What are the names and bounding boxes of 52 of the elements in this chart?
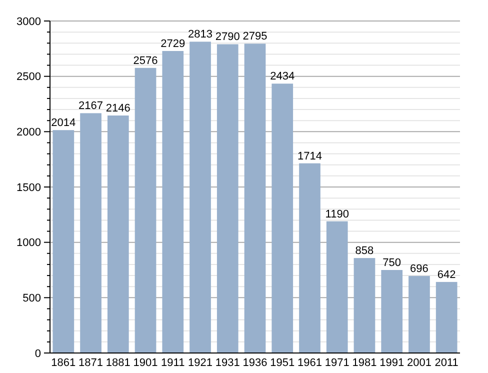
x-tick-label: 1911 bbox=[161, 357, 185, 369]
x-tick-label: 1921 bbox=[188, 357, 213, 369]
x-tick-label: 1881 bbox=[106, 357, 130, 369]
bar bbox=[381, 270, 403, 353]
x-tick-label: 1981 bbox=[352, 357, 377, 369]
bar bbox=[244, 44, 266, 353]
x-tick-label: 1871 bbox=[78, 357, 104, 369]
data-label: 2790 bbox=[215, 31, 240, 44]
data-label: 2795 bbox=[242, 30, 268, 43]
x-tick-label: 1971 bbox=[324, 357, 350, 369]
data-label: 1190 bbox=[325, 208, 349, 220]
data-label: 2576 bbox=[133, 54, 158, 67]
x-tick-label: 1936 bbox=[242, 357, 268, 369]
data-label: 750 bbox=[382, 257, 402, 269]
bar bbox=[216, 44, 238, 353]
y-tick-label: 2500 bbox=[16, 71, 41, 84]
y-tick-label: 1000 bbox=[16, 237, 41, 250]
bar bbox=[326, 221, 348, 353]
x-tick-label: 1901 bbox=[133, 357, 158, 369]
bar bbox=[190, 42, 211, 353]
x-tick-label: 1931 bbox=[215, 357, 240, 369]
x-tick-label: 1861 bbox=[51, 357, 76, 369]
data-label: 858 bbox=[355, 245, 374, 258]
bar bbox=[436, 282, 458, 353]
y-tick-label: 2000 bbox=[16, 126, 41, 139]
data-label: 2813 bbox=[188, 28, 213, 41]
bar bbox=[107, 116, 129, 353]
data-label: 1714 bbox=[297, 150, 322, 162]
bar bbox=[299, 163, 320, 353]
data-label: 2729 bbox=[160, 38, 186, 50]
bar bbox=[272, 84, 294, 353]
bar bbox=[134, 68, 156, 353]
x-tick-label: 2001 bbox=[406, 357, 432, 369]
data-label: 2014 bbox=[51, 117, 76, 130]
x-tick-label: 1991 bbox=[380, 357, 404, 369]
data-label: 2167 bbox=[78, 100, 104, 112]
data-label: 2146 bbox=[106, 102, 130, 115]
y-tick-label: 1500 bbox=[16, 182, 41, 194]
bar bbox=[162, 50, 184, 353]
y-tick-label: 0 bbox=[34, 348, 41, 360]
bar bbox=[52, 130, 74, 353]
x-tick-label: 1951 bbox=[270, 357, 295, 369]
data-label: 2434 bbox=[270, 70, 295, 83]
data-label: 696 bbox=[410, 262, 428, 275]
data-label: 642 bbox=[437, 268, 456, 281]
y-tick-label: 500 bbox=[22, 292, 41, 305]
bar bbox=[408, 276, 430, 353]
bar bbox=[354, 258, 376, 353]
bar bbox=[80, 113, 102, 353]
x-tick-label: 1961 bbox=[297, 357, 322, 369]
y-tick-label: 3000 bbox=[16, 16, 41, 28]
x-tick-label: 2011 bbox=[434, 357, 458, 369]
